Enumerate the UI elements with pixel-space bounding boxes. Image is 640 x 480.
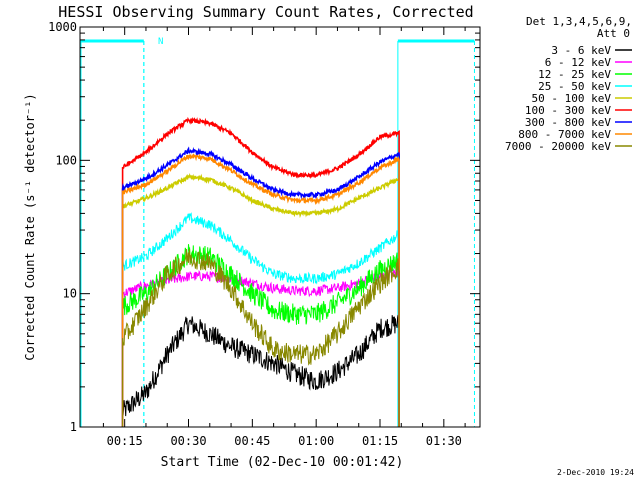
x-tick-label: 01:00 bbox=[298, 434, 334, 448]
legend-label-7000-20000-kev: 7000 - 20000 keV bbox=[505, 140, 611, 153]
series-line-800-7000-kev bbox=[121, 153, 400, 427]
x-axis-label: Start Time (02-Dec-10 00:01:42) bbox=[161, 455, 404, 470]
y-axis-label: Corrected Count Rate (s⁻¹ detector⁻¹) bbox=[23, 93, 37, 360]
series-line-3-6-kev bbox=[122, 314, 400, 427]
y-tick-label: 100 bbox=[55, 153, 77, 167]
chart-title: HESSI Observing Summary Count Rates, Cor… bbox=[58, 3, 473, 21]
x-tick-label: 00:15 bbox=[107, 434, 143, 448]
series-line-25-50-kev bbox=[122, 211, 400, 427]
axis-ticks: 00:15 00:30 00:45 01:00 01:15 01:30 1 10 100 1000 bbox=[48, 20, 480, 448]
series-line-6-12-kev bbox=[122, 268, 400, 427]
night-markers bbox=[80, 39, 475, 427]
plot-border bbox=[79, 26, 481, 428]
legend-header-line-1: Det 1,3,4,5,6,9, bbox=[526, 15, 632, 28]
legend-label-50-100-kev: 50 - 100 keV bbox=[532, 92, 612, 105]
legend-header-line-2: Att 0 bbox=[597, 27, 630, 40]
night-annotation-n: N bbox=[158, 37, 163, 47]
legend-label-3-6-kev: 3 - 6 keV bbox=[551, 44, 611, 57]
series-lines bbox=[121, 116, 400, 427]
x-tick-label: 01:30 bbox=[426, 434, 462, 448]
x-tick-label: 00:30 bbox=[170, 434, 206, 448]
legend-label-6-12-kev: 6 - 12 keV bbox=[545, 56, 612, 69]
y-tick-label: 1000 bbox=[48, 20, 77, 34]
series-line-100-300-kev bbox=[121, 116, 400, 427]
legend-label-12-25-kev: 12 - 25 keV bbox=[538, 68, 611, 81]
y-tick-label: 10 bbox=[63, 287, 77, 301]
legend-label-300-800-kev: 300 - 800 keV bbox=[525, 116, 611, 129]
legend-label-800-7000-kev: 800 - 7000 keV bbox=[518, 128, 611, 141]
plot-frame bbox=[79, 26, 481, 428]
series-line-300-800-kev bbox=[121, 146, 400, 427]
series-line-7000-20000-kev bbox=[122, 248, 400, 427]
timestamp: 2-Dec-2010 19:24 bbox=[557, 468, 634, 477]
x-tick-label: 00:45 bbox=[234, 434, 270, 448]
x-tick-label: 01:15 bbox=[362, 434, 398, 448]
legend-label-100-300-kev: 100 - 300 keV bbox=[525, 104, 611, 117]
y-tick-label: 1 bbox=[70, 420, 77, 434]
legend-label-25-50-kev: 25 - 50 keV bbox=[538, 80, 611, 93]
series-line-50-100-kev bbox=[121, 173, 400, 427]
